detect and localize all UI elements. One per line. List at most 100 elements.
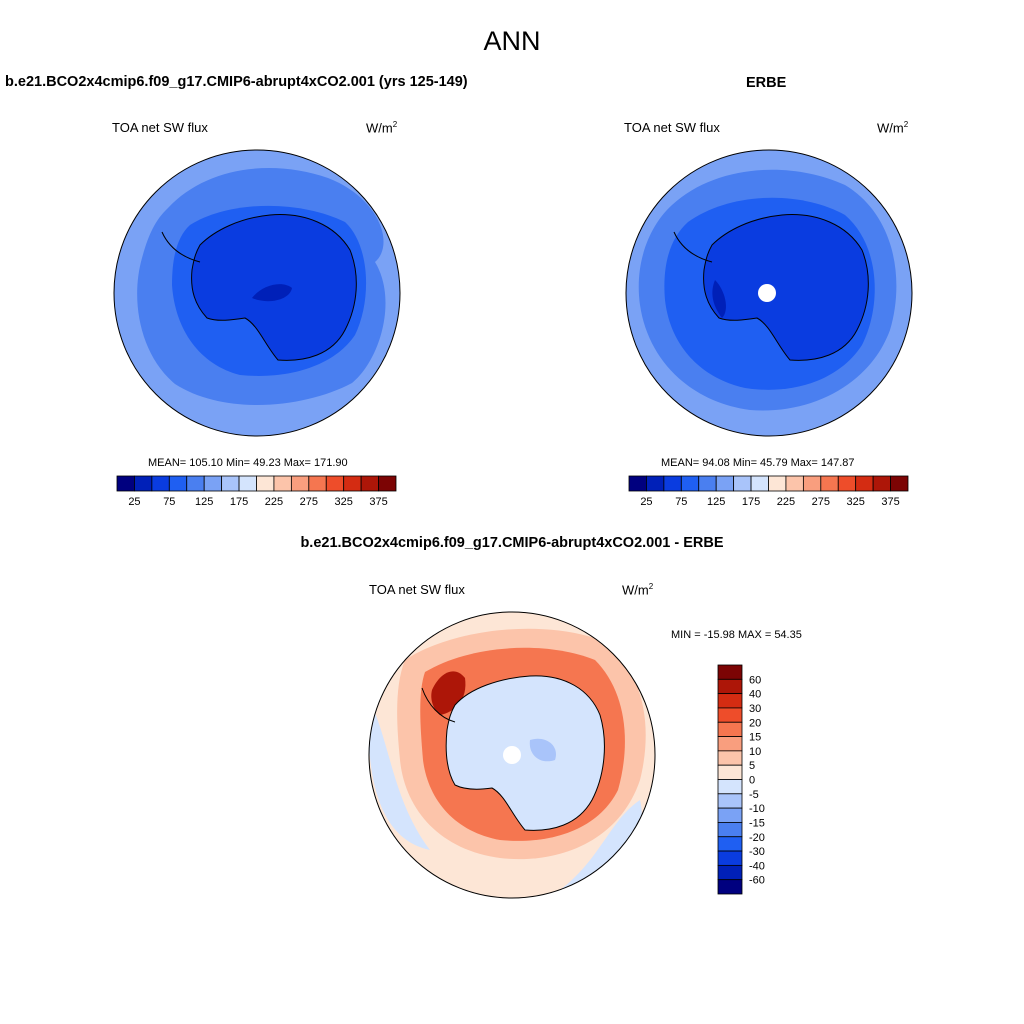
colorbar-erbe-swatch	[820, 475, 839, 492]
colorbar-erbe-swatch	[628, 475, 647, 492]
colorbar-difference-tick-label: 5	[749, 760, 755, 772]
map-difference	[368, 611, 656, 899]
map1-boundary	[113, 149, 401, 437]
map3-pole-gap	[503, 746, 521, 764]
colorbar-difference-tick-label: 15	[749, 732, 761, 744]
panel1-title: b.e21.BCO2x4cmip6.f09_g17.CMIP6-abrupt4x…	[5, 74, 468, 90]
colorbar-erbe-swatch	[855, 475, 874, 492]
colorbar-erbe-tick-label: 375	[881, 496, 899, 508]
map-model	[113, 149, 401, 437]
panel3-title: b.e21.BCO2x4cmip6.f09_g17.CMIP6-abrupt4x…	[300, 535, 724, 551]
panel2-units: W/m2	[877, 120, 909, 136]
colorbar-model-swatch	[273, 475, 292, 492]
colorbar-model-swatch	[186, 475, 205, 492]
colorbar-difference-tick-label: 60	[749, 674, 761, 686]
colorbar-difference-tick-label: -10	[749, 803, 765, 815]
colorbar-difference-swatch	[717, 779, 743, 795]
colorbar-model: 25 75 125 175 225 275 325 375	[116, 475, 397, 508]
colorbar-difference-swatch	[717, 850, 743, 866]
map3-boundary	[368, 611, 656, 899]
colorbar-difference-tick-label: 10	[749, 746, 761, 758]
colorbar-difference-tick-label: 0	[749, 775, 755, 787]
colorbar-difference-tick-label: -5	[749, 789, 759, 801]
colorbar-erbe-swatch	[750, 475, 769, 492]
colorbar-difference-swatch	[717, 764, 743, 780]
colorbar-difference-swatch	[717, 836, 743, 852]
colorbar-erbe-swatch	[785, 475, 804, 492]
colorbar-erbe-swatch	[837, 475, 857, 492]
colorbar-difference-swatch	[717, 707, 743, 723]
colorbar-model-swatch	[308, 475, 327, 492]
map1-coastline	[191, 214, 357, 361]
colorbar-erbe-tick-label: 325	[847, 496, 865, 508]
map3-blue-east	[560, 800, 642, 890]
colorbar-model-tick-label: 225	[265, 496, 283, 508]
map-erbe	[625, 149, 913, 437]
map3-peninsula	[421, 687, 456, 723]
colorbar-difference-swatch	[717, 693, 743, 709]
colorbar-model-swatch	[290, 475, 310, 492]
colorbar-model-swatch	[343, 475, 362, 492]
map3-antarctica-fill	[446, 675, 605, 831]
map2-low-patch	[712, 280, 726, 318]
colorbar-erbe-swatch	[698, 475, 717, 492]
main-title: ANN	[483, 26, 541, 56]
colorbar-erbe-tick-label: 175	[742, 496, 760, 508]
colorbar-erbe-tick-label: 125	[707, 496, 725, 508]
colorbar-difference-tick-label: 20	[749, 717, 761, 729]
panel3-variable: TOA net SW flux	[369, 582, 465, 597]
colorbar-model-tick-label: 275	[300, 496, 318, 508]
colorbar-difference-swatch	[717, 736, 743, 752]
colorbar-difference-swatch	[717, 793, 743, 809]
colorbar-model-tick-label: 125	[195, 496, 213, 508]
map2-boundary	[625, 149, 913, 437]
panel3-stats: MIN = -15.98 MAX = 54.35	[671, 629, 802, 641]
map2-antarctica-fill	[703, 214, 869, 361]
panel2-variable: TOA net SW flux	[624, 120, 720, 135]
colorbar-difference-tick-label: 40	[749, 689, 761, 701]
colorbar-difference-tick-label: -60	[749, 875, 765, 887]
colorbar-erbe-swatch	[768, 475, 787, 492]
colorbar-difference-swatch	[717, 664, 743, 680]
colorbar-difference-swatch	[717, 822, 743, 838]
colorbar-model-tick-label: 375	[369, 496, 387, 508]
colorbar-model-swatch	[256, 475, 275, 492]
colorbar-erbe-swatch	[733, 475, 752, 492]
panel1-units: W/m2	[366, 120, 398, 136]
colorbar-erbe-tick-label: 225	[777, 496, 795, 508]
map3-coastline	[445, 675, 605, 831]
map1-low-patch	[252, 284, 292, 302]
map2-pole-gap	[758, 284, 776, 302]
colorbar-difference: 60 40 30 20 15 10 5 0 -5 -10 -15 -20 -30 -40 -60	[717, 664, 765, 895]
colorbar-difference-swatch	[717, 721, 743, 737]
colorbar-model-swatch	[378, 475, 397, 492]
colorbar-erbe-swatch	[872, 475, 891, 492]
colorbar-erbe: 25 75 125 175 225 275 325 375	[628, 475, 909, 508]
colorbar-model-swatch	[116, 475, 135, 492]
colorbar-erbe-swatch	[646, 475, 665, 492]
colorbar-difference-swatch	[717, 678, 743, 695]
colorbar-model-tick-label: 75	[163, 496, 175, 508]
colorbar-model-swatch	[360, 475, 379, 492]
panel1-variable: TOA net SW flux	[112, 120, 208, 135]
colorbar-erbe-swatch	[802, 475, 822, 492]
map2-peninsula	[673, 231, 713, 263]
colorbar-erbe-tick-label: 75	[675, 496, 687, 508]
panel2-title: ERBE	[746, 75, 787, 91]
colorbar-model-swatch	[238, 475, 257, 492]
colorbar-erbe-swatch	[715, 475, 735, 492]
colorbar-difference-swatch	[717, 807, 743, 823]
colorbar-difference-tick-label: -20	[749, 832, 765, 844]
colorbar-model-swatch	[221, 475, 240, 492]
colorbar-model-swatch	[151, 475, 170, 492]
colorbar-erbe-swatch	[680, 475, 700, 492]
colorbar-model-swatch	[203, 475, 223, 492]
colorbar-difference-swatch	[717, 879, 743, 895]
colorbar-model-tick-label: 175	[230, 496, 248, 508]
map3-neg-patch	[529, 738, 556, 762]
colorbar-model-swatch	[168, 475, 188, 492]
colorbar-difference-swatch	[717, 864, 743, 881]
panel2-stats: MEAN= 94.08 Min= 45.79 Max= 147.87	[661, 457, 855, 469]
colorbar-model-swatch	[134, 475, 153, 492]
